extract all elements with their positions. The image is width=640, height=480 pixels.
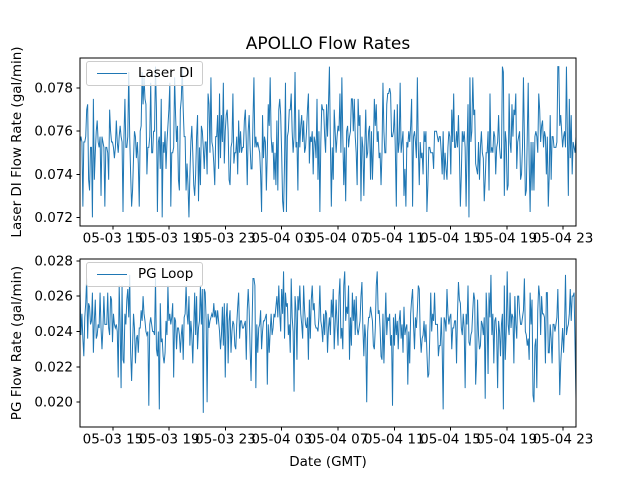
legend-label-laser-di: Laser DI <box>138 65 194 81</box>
x-tick-label: 05-04 11 <box>364 231 425 247</box>
x-tick-label: 05-04 07 <box>308 231 369 247</box>
x-tick-label: 05-04 15 <box>420 432 481 448</box>
x-tick-label: 05-03 23 <box>195 231 256 247</box>
legend-line-sample-pg-loop <box>97 273 127 275</box>
y-tick-label: 0.074 <box>34 167 73 183</box>
y-tick-label: 0.028 <box>34 253 73 269</box>
x-tick-label: 05-04 23 <box>533 432 594 448</box>
x-tick-label: 05-04 19 <box>476 231 537 247</box>
axes2-legend: PG Loop <box>86 262 204 287</box>
y-tick-label: 0.026 <box>34 289 73 305</box>
series-line-laser-di <box>80 66 576 218</box>
legend-line-sample-laser-di <box>97 72 127 74</box>
x-tick-label: 05-04 03 <box>251 432 312 448</box>
x-tick-label: 05-04 03 <box>251 231 312 247</box>
x-axis-label: Date (GMT) <box>289 454 367 470</box>
x-tick-label: 05-04 07 <box>308 432 369 448</box>
x-tick-label: 05-03 19 <box>139 231 200 247</box>
y-tick-label: 0.024 <box>34 324 73 340</box>
axes1-legend: Laser DI <box>86 61 204 86</box>
figure-title: APOLLO Flow Rates <box>245 34 411 54</box>
x-tick-label: 05-04 23 <box>533 231 594 247</box>
y-tick-label: 0.020 <box>34 395 73 411</box>
axes2-ylabel: PG Flow Rate (gal/min) <box>9 265 25 421</box>
x-tick-label: 05-03 23 <box>195 432 256 448</box>
x-tick-label: 05-03 15 <box>83 432 144 448</box>
y-tick-label: 0.076 <box>34 124 73 140</box>
series-line-pg-loop <box>80 271 576 413</box>
legend-label-pg-loop: PG Loop <box>138 266 194 282</box>
x-tick-label: 05-04 11 <box>364 432 425 448</box>
x-tick-label: 05-03 15 <box>83 231 144 247</box>
y-tick-label: 0.078 <box>34 81 73 97</box>
x-tick-label: 05-03 19 <box>139 432 200 448</box>
axes1-ylabel: Laser DI Flow Rate (gal/min) <box>9 46 25 238</box>
y-tick-label: 0.022 <box>34 359 73 375</box>
x-tick-label: 05-04 19 <box>476 432 537 448</box>
axes-frame <box>79 57 577 227</box>
x-tick-label: 05-04 15 <box>420 231 481 247</box>
y-tick-label: 0.072 <box>34 210 73 226</box>
axes-frame <box>79 258 577 428</box>
